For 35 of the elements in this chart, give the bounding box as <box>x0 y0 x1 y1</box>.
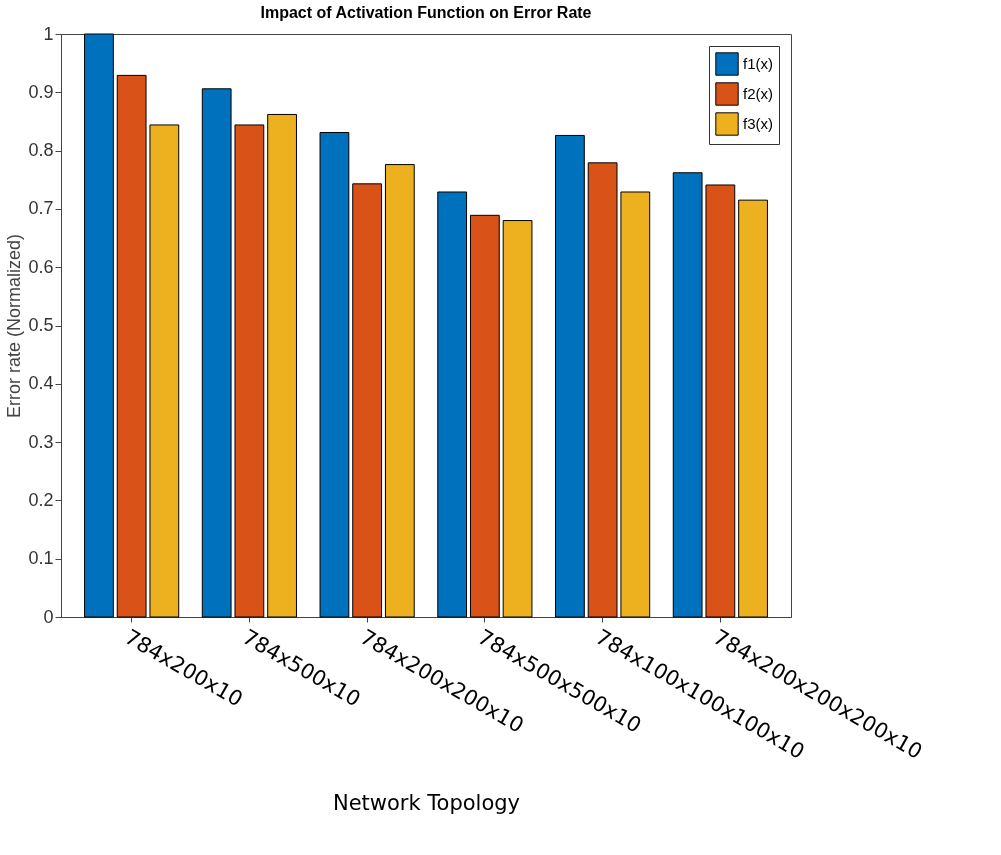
legend-label: f1(x) <box>743 55 773 72</box>
chart-title: Impact of Activation Function on Error Rate <box>260 4 592 21</box>
bar <box>319 132 350 618</box>
y-tick-label: 0.8 <box>28 140 54 161</box>
bar <box>620 191 651 618</box>
bar <box>437 191 468 618</box>
y-tick-label: 0.7 <box>28 198 54 219</box>
bar <box>234 124 265 618</box>
bar <box>587 162 618 618</box>
y-tick-label: 0.9 <box>28 81 54 102</box>
bar <box>672 172 703 618</box>
y-tick-label: 0.6 <box>28 256 54 277</box>
bar <box>149 124 180 618</box>
bar <box>116 74 147 618</box>
y-tick-label: 1 <box>43 23 54 44</box>
y-tick-label: 0.1 <box>28 548 54 569</box>
bar <box>384 164 415 618</box>
bar <box>469 214 500 618</box>
bar <box>201 88 232 618</box>
y-tick-label: 0.5 <box>28 315 54 335</box>
legend-label: f2(x) <box>743 85 773 102</box>
bar <box>267 113 297 618</box>
y-tick-label: 0.2 <box>28 489 54 510</box>
bar <box>84 33 114 618</box>
legend-label: f3(x) <box>743 115 773 132</box>
bar <box>705 184 736 618</box>
bar <box>352 183 383 618</box>
bar <box>738 199 768 618</box>
bar <box>502 220 533 618</box>
y-tick-label: 0.3 <box>28 431 54 452</box>
bar <box>555 134 585 618</box>
y-tick-label: 0.4 <box>28 373 54 394</box>
y-tick-label: 0 <box>43 606 54 627</box>
y-axis-title: Error rate (Normalized) <box>4 233 25 419</box>
x-axis-title: Network Topology <box>332 791 521 816</box>
